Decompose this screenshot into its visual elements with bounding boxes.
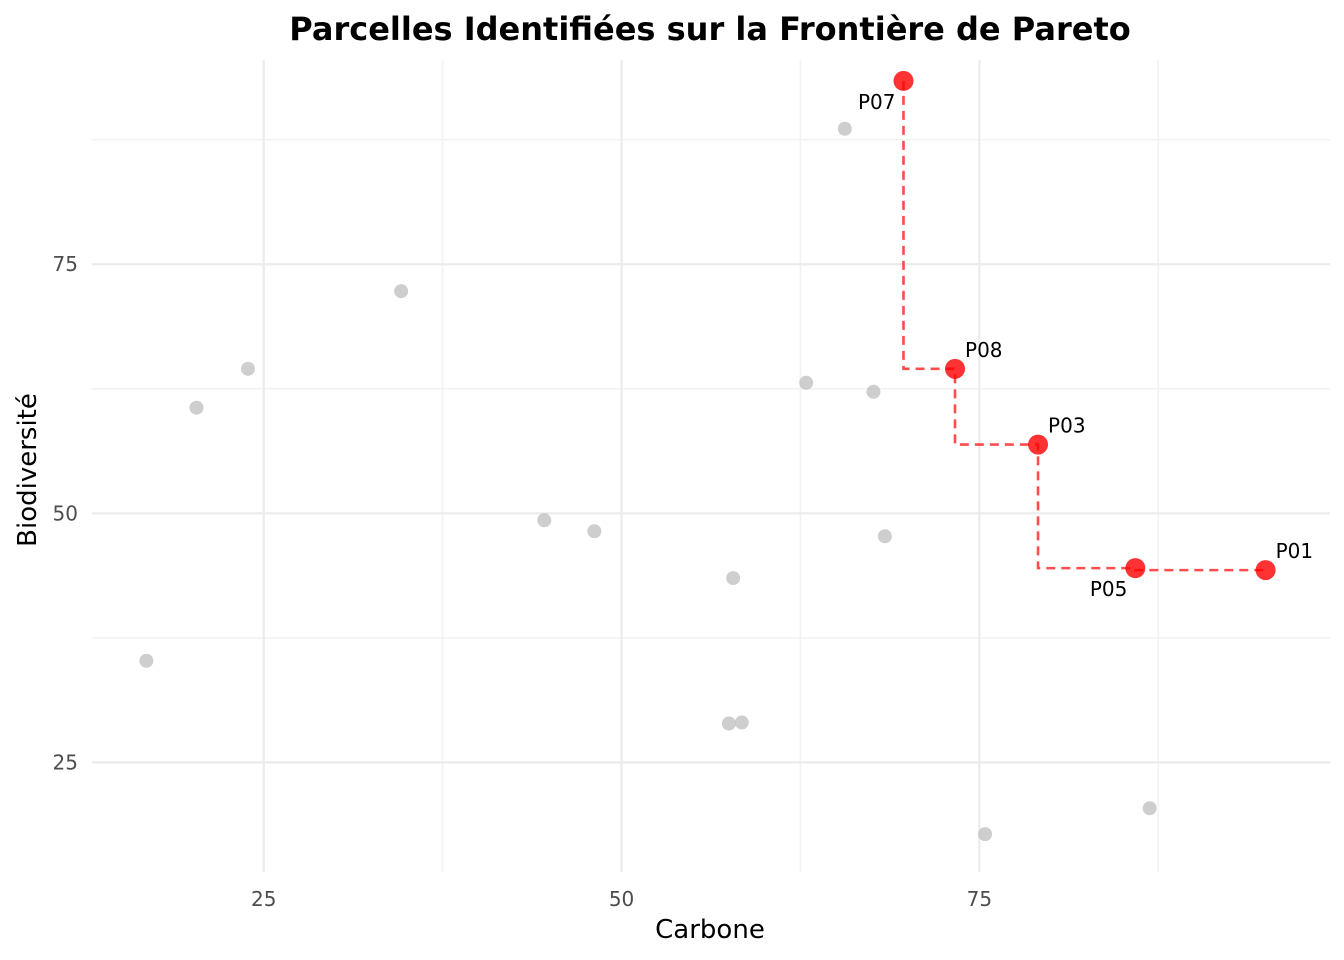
- pareto-point: [1125, 558, 1146, 579]
- data-point: [877, 529, 892, 544]
- data-point: [721, 716, 736, 731]
- data-point: [837, 121, 852, 136]
- pareto-point-label: P03: [1048, 414, 1086, 438]
- x-tick-label: 25: [251, 887, 276, 911]
- x-tick-label: 50: [609, 887, 634, 911]
- pareto-point-label: P07: [858, 90, 896, 114]
- y-tick-label: 50: [53, 501, 78, 525]
- x-axis-title: Carbone: [655, 915, 765, 945]
- pareto-point-label: P05: [1090, 577, 1128, 601]
- data-point: [734, 715, 749, 730]
- data-point: [726, 571, 741, 586]
- y-axis-ticks: 25 50 75: [53, 252, 78, 774]
- major-gridlines: [92, 60, 1330, 872]
- data-point: [799, 375, 814, 390]
- x-axis-ticks: 25 50 75: [251, 887, 992, 911]
- data-point: [139, 653, 154, 668]
- pareto-point: [893, 70, 914, 91]
- data-point: [394, 284, 409, 299]
- data-point: [537, 513, 552, 528]
- frontier-step-line: [902, 80, 1266, 572]
- pareto-point: [945, 358, 966, 379]
- x-tick-label: 75: [967, 887, 992, 911]
- pareto-point: [1028, 434, 1049, 455]
- pareto-point: [1255, 560, 1276, 581]
- pareto-point-label: P08: [965, 338, 1003, 362]
- pareto-point-label: P01: [1276, 539, 1314, 563]
- y-tick-label: 75: [53, 252, 78, 276]
- data-point: [587, 524, 602, 539]
- pareto-frontier-line: [902, 80, 1266, 572]
- minor-gridlines: [92, 60, 1330, 872]
- pareto-points: [893, 70, 1276, 581]
- pareto-point-labels: P07 P08 P03 P05 P01: [858, 90, 1313, 601]
- data-point: [866, 384, 881, 399]
- chart-title: Parcelles Identifiées sur la Frontière d…: [289, 10, 1130, 48]
- y-tick-label: 25: [53, 750, 78, 774]
- data-point: [1142, 801, 1157, 816]
- y-axis-title: Biodiversité: [13, 393, 43, 547]
- other-points: [139, 121, 1157, 842]
- data-point: [241, 361, 256, 376]
- data-point: [189, 400, 204, 415]
- data-point: [978, 827, 993, 842]
